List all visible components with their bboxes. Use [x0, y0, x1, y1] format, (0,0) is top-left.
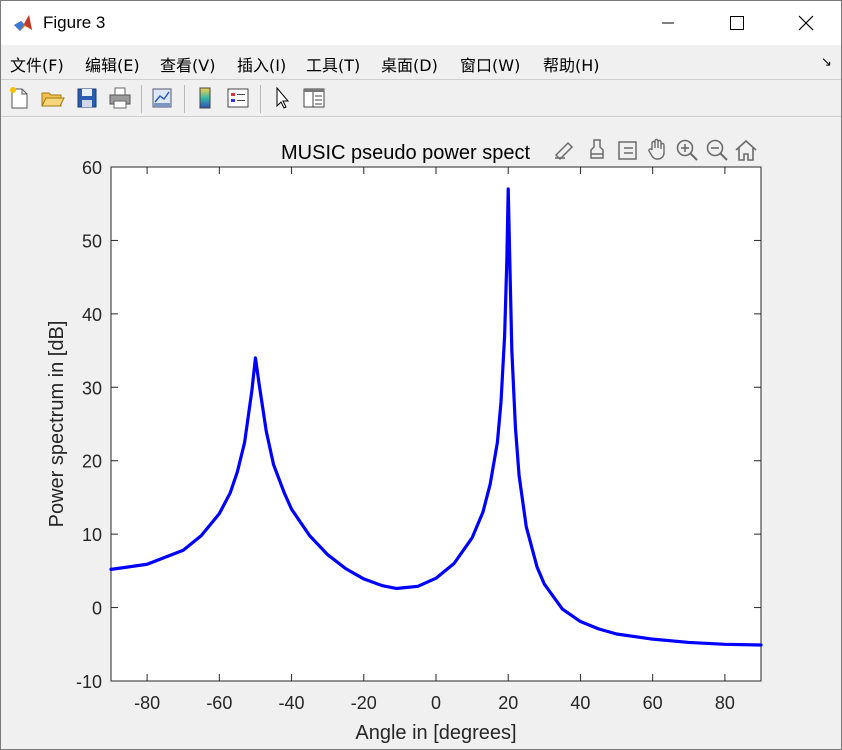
- open-file-icon[interactable]: [39, 85, 65, 111]
- insert-legend-icon[interactable]: [225, 85, 251, 111]
- maximize-button[interactable]: [702, 1, 772, 45]
- chart-title: MUSIC pseudo power spect: [281, 142, 530, 164]
- axes-background[interactable]: [110, 166, 762, 682]
- minimize-icon: [662, 22, 674, 24]
- chart-area: -10 0 10 20 30 40 50 60 -80 -60 -40 -20 0 20 40 60 80 M…: [46, 138, 763, 744]
- y-tick-label: 40: [82, 305, 102, 325]
- matlab-icon: [14, 15, 32, 31]
- title-bar: Figure 3: [1, 1, 841, 45]
- x-tick-label: 80: [715, 693, 735, 713]
- spectrum-line[interactable]: [109, 187, 763, 647]
- brush-icon[interactable]: [590, 139, 604, 159]
- property-inspector-icon[interactable]: [301, 85, 327, 111]
- pan-icon[interactable]: [648, 138, 665, 160]
- data-tips-icon[interactable]: [618, 141, 637, 160]
- y-tick-label: 30: [82, 378, 102, 398]
- toolbar-separator: [260, 85, 261, 113]
- menu-tools[interactable]: 工具(T): [306, 56, 361, 75]
- x-tick-label: 20: [498, 693, 518, 713]
- toolbar-separator: [184, 85, 185, 113]
- menu-edit[interactable]: 编辑(E): [85, 56, 140, 75]
- menu-file[interactable]: 文件(F): [10, 56, 64, 75]
- print-icon[interactable]: [107, 85, 133, 111]
- figure-toolbar: [1, 79, 841, 117]
- y-tick-label: 60: [82, 158, 102, 178]
- menu-insert[interactable]: 插入(I): [237, 56, 287, 75]
- close-button[interactable]: [771, 1, 841, 45]
- x-tick-label: -80: [134, 693, 160, 713]
- y-tick-label: 10: [82, 525, 102, 545]
- maximize-icon: [730, 16, 744, 30]
- menu-desktop[interactable]: 桌面(D): [381, 56, 438, 75]
- home-icon[interactable]: [735, 139, 757, 161]
- toolbar-separator: [141, 85, 142, 113]
- x-ticks: -80 -60 -40 -20 0 20 40 60 80: [134, 167, 735, 713]
- minimize-button[interactable]: [633, 1, 703, 45]
- insert-colorbar-icon[interactable]: [192, 85, 218, 111]
- y-tick-label: 20: [82, 452, 102, 472]
- y-tick-label: -10: [76, 672, 102, 692]
- dock-arrow-icon[interactable]: ↘: [821, 54, 832, 69]
- x-tick-label: 60: [643, 693, 663, 713]
- save-icon[interactable]: [74, 85, 100, 111]
- menu-window[interactable]: 窗口(W): [460, 56, 521, 75]
- new-figure-icon[interactable]: [6, 85, 32, 111]
- zoom-in-icon[interactable]: [676, 139, 698, 161]
- menu-view[interactable]: 查看(V): [160, 56, 216, 75]
- y-axis-label: Power spectrum in [dB]: [46, 321, 68, 528]
- edit-plot-icon[interactable]: [269, 85, 295, 111]
- window-title: Figure 3: [43, 13, 106, 32]
- zoom-out-icon[interactable]: [706, 139, 728, 161]
- export-icon[interactable]: [554, 141, 574, 161]
- x-tick-label: 0: [431, 693, 441, 713]
- x-tick-label: -20: [351, 693, 377, 713]
- x-tick-label: -60: [206, 693, 232, 713]
- close-icon: [798, 15, 814, 31]
- y-ticks: -10 0 10 20 30 40 50 60: [76, 158, 761, 692]
- y-tick-label: 0: [92, 599, 102, 619]
- x-tick-label: -40: [279, 693, 305, 713]
- x-tick-label: 40: [570, 693, 590, 713]
- axes-toolbar: [554, 138, 757, 161]
- link-plot-icon[interactable]: [149, 85, 175, 111]
- menu-help[interactable]: 帮助(H): [543, 56, 600, 75]
- y-tick-label: 50: [82, 231, 102, 251]
- menu-bar: 文件(F) 编辑(E) 查看(V) 插入(I) 工具(T) 桌面(D) 窗口(W…: [1, 45, 841, 79]
- figure-canvas: -10 0 10 20 30 40 50 60 -80 -60 -40 -20 0 20 40 60 80 M…: [1, 118, 841, 749]
- x-axis-label: Angle in [degrees]: [355, 722, 516, 744]
